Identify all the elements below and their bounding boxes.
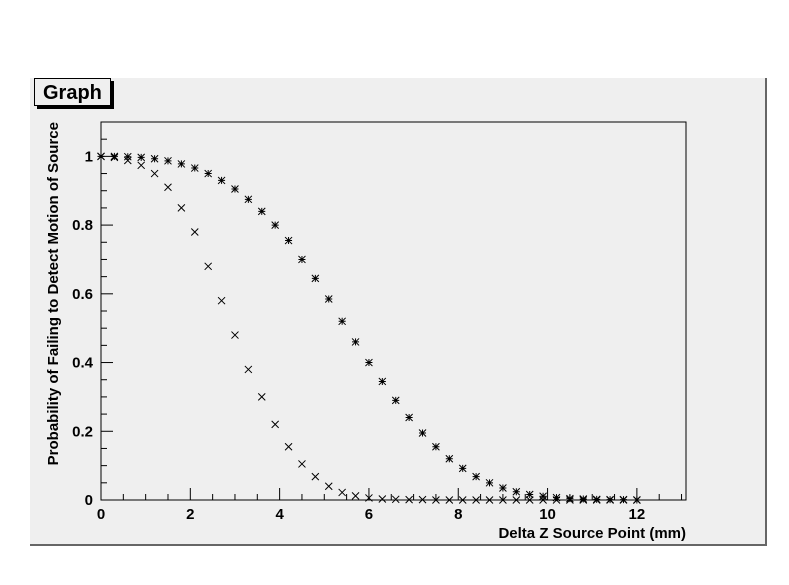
data-point-asterisk <box>244 195 253 204</box>
data-point-x <box>365 494 373 502</box>
data-point-asterisk <box>391 396 400 405</box>
data-point-x <box>164 183 172 192</box>
data-point-asterisk <box>458 464 467 473</box>
data-point-asterisk <box>351 338 360 346</box>
x-axis-title: Delta Z Source Point (mm) <box>498 525 686 542</box>
plot-frame <box>100 121 687 501</box>
data-point-asterisk <box>378 377 387 386</box>
data-point-x <box>445 496 454 504</box>
data-point-asterisk <box>485 478 494 487</box>
data-point-asterisk <box>311 274 320 283</box>
data-point-asterisk <box>284 236 293 245</box>
data-point-x <box>405 495 413 504</box>
data-point-x <box>472 496 480 504</box>
data-point-x <box>499 496 507 504</box>
data-point-x <box>137 161 146 170</box>
graph-title: Graph <box>43 82 102 104</box>
data-point-x <box>231 331 239 339</box>
data-point-x <box>271 420 280 429</box>
data-marks <box>97 152 641 504</box>
data-point-x <box>378 495 387 503</box>
data-point-asterisk <box>217 176 226 185</box>
data-point-x <box>298 460 306 468</box>
data-point-asterisk <box>110 152 119 161</box>
y-axis-title: Probability of Failing to Detect Motion … <box>45 122 62 465</box>
data-point-asterisk <box>512 487 521 496</box>
data-point-asterisk <box>177 160 186 168</box>
data-point-asterisk <box>566 494 574 503</box>
x-tick-label: 0 <box>97 506 105 523</box>
data-point-asterisk <box>123 152 132 161</box>
data-point-x <box>244 365 253 374</box>
y-ticks: 0 0.2 0.4 0.6 0.8 1 <box>72 121 113 509</box>
x-tick-label: 10 <box>539 506 556 523</box>
y-tick-label: 0.2 <box>72 423 93 440</box>
y-tick-label: 0.4 <box>72 355 94 372</box>
data-point-asterisk <box>231 185 239 193</box>
data-point-asterisk <box>552 493 561 502</box>
data-point-asterisk <box>619 495 628 504</box>
data-point-x <box>485 496 494 504</box>
data-point-asterisk <box>445 454 454 463</box>
x-tick-label: 12 <box>629 506 646 523</box>
data-point-asterisk <box>405 413 413 422</box>
data-point-asterisk <box>137 153 146 162</box>
data-point-asterisk <box>365 358 373 367</box>
data-point-x <box>177 204 186 212</box>
data-point-asterisk <box>499 484 507 492</box>
data-point-x <box>539 496 547 504</box>
data-point-asterisk <box>257 207 266 216</box>
data-point-asterisk <box>432 442 440 451</box>
data-point-x <box>123 156 132 165</box>
data-point-x <box>338 488 346 497</box>
data-point-x <box>284 442 293 451</box>
x-ticks: 0 2 4 6 8 10 12 <box>97 488 683 523</box>
data-point-asterisk <box>539 492 547 501</box>
y-tick-label: 0 <box>85 492 93 509</box>
data-point-asterisk <box>298 255 306 264</box>
data-point-asterisk <box>633 496 641 504</box>
data-point-x <box>190 228 199 236</box>
data-point-x <box>458 496 467 504</box>
data-point-x <box>418 495 427 504</box>
data-point-asterisk <box>164 156 172 165</box>
data-point-x <box>204 262 213 271</box>
x-tick-label: 2 <box>186 506 194 523</box>
x-tick-label: 4 <box>275 506 284 523</box>
data-point-asterisk <box>150 154 159 163</box>
y-tick-label: 0.6 <box>72 286 93 303</box>
graph-title-box: Graph <box>34 78 111 106</box>
data-point-x <box>512 496 521 504</box>
data-point-asterisk <box>418 429 427 437</box>
data-point-x <box>217 296 226 305</box>
data-point-asterisk <box>472 472 480 481</box>
data-point-x <box>257 393 266 401</box>
data-point-x <box>324 482 333 491</box>
x-tick-label: 6 <box>365 506 373 523</box>
data-point-x <box>311 472 320 481</box>
data-point-x <box>391 495 400 504</box>
x-tick-label: 8 <box>454 506 462 523</box>
data-point-asterisk <box>97 152 105 161</box>
data-point-asterisk <box>592 495 601 504</box>
y-tick-label: 1 <box>85 148 93 165</box>
data-point-asterisk <box>324 295 333 303</box>
canvas-pad <box>30 78 767 546</box>
data-point-x <box>432 496 440 504</box>
data-point-asterisk <box>338 317 346 326</box>
data-point-x <box>525 496 534 504</box>
data-point-asterisk <box>579 495 588 503</box>
data-point-x <box>351 492 360 500</box>
data-point-asterisk <box>204 169 213 178</box>
data-point-asterisk <box>525 490 534 499</box>
data-point-asterisk <box>190 164 199 172</box>
y-tick-label: 0.8 <box>72 217 93 234</box>
data-point-asterisk <box>271 221 280 229</box>
data-point-x <box>150 169 159 178</box>
data-point-asterisk <box>606 495 614 504</box>
